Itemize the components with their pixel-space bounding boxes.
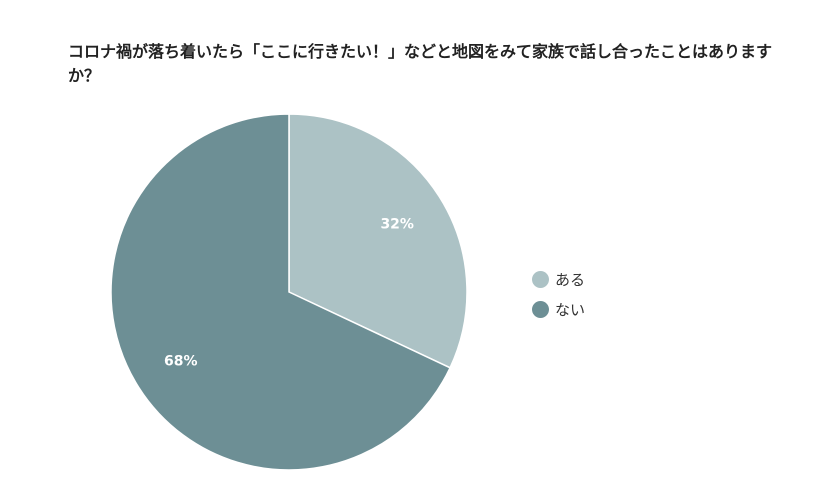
pie-slice-0[interactable] [288,113,468,369]
legend-swatch-nai [532,300,549,318]
legend-label-nai: ない [555,300,586,319]
legend-swatch-aru [532,270,549,288]
legend-item-aru[interactable]: ある [532,264,585,294]
legend-label-aru: ある [555,270,586,289]
data-label-0: 32% [380,216,414,232]
legend: ある ない [532,264,585,324]
chart-title: コロナ禍が落ち着いたら「ここに行きたい！」などと地図をみて家族で話し合ったことは… [68,42,773,85]
pie-slice-1[interactable] [110,113,452,471]
data-label-1: 68% [164,354,198,370]
legend-item-nai[interactable]: ない [532,294,585,324]
